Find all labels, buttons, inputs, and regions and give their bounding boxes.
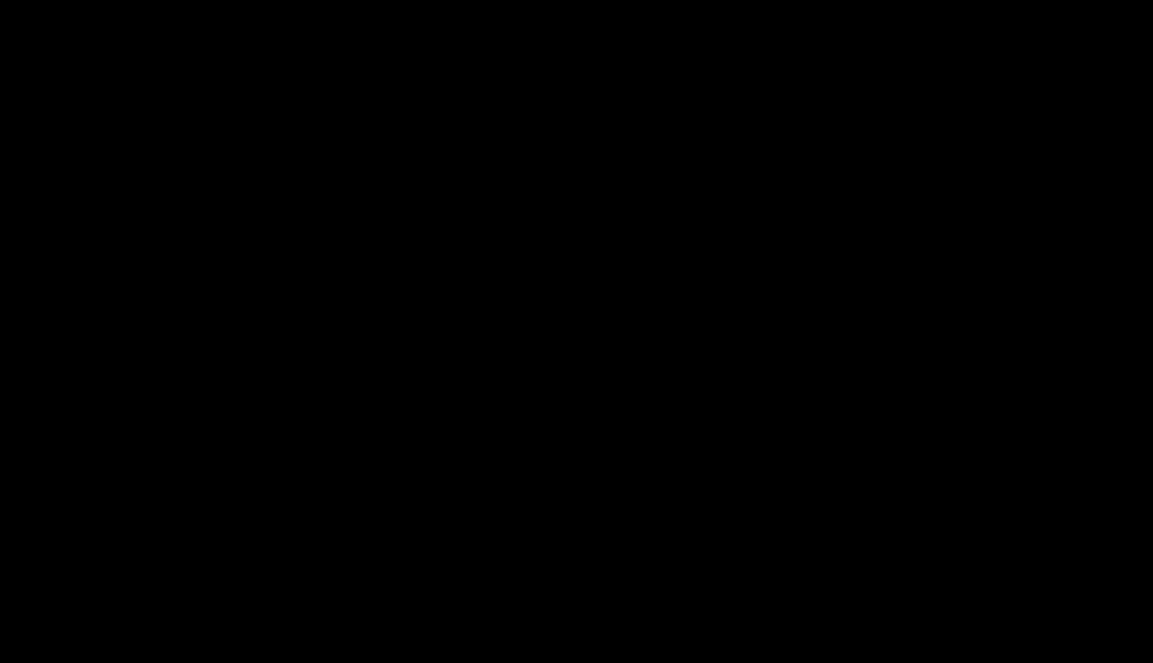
cell-phone: 15701607302 [330, 508, 560, 560]
table-row: 锦州地区 胡老师 15701035027 6月23日-28日 元都大酒店 [0, 353, 1153, 457]
column-header-place: 咨询地点 [840, 0, 1153, 44]
cell-contact: 缪老师 [200, 147, 330, 199]
column-header-time: 咨询时间 [560, 0, 840, 44]
cell-contact: 许老师 [200, 95, 330, 148]
cell-phone: 15701399305 [330, 405, 560, 457]
cell-time: 6月23日-28日 [560, 508, 840, 560]
column-header-region: 负责片区 [0, 0, 200, 44]
table-row: 许老师 17810674530 6月23日-28日 沈阳黎明国际酒店 [0, 95, 1153, 148]
cell-time: 6月23日-28日 [560, 95, 840, 148]
column-header-phone: 手机 [330, 0, 560, 44]
cell-place: 铂尔曼大酒店 [840, 559, 1153, 612]
cell-time: 6月23日-28日 [560, 456, 840, 509]
cell-region: 丹东地区 [0, 456, 200, 560]
table-row: 缪老师 15701353273 6月23日-28日 沈阳黎明国际酒店 [0, 147, 1153, 199]
cell-place: 沈阳黎明国际酒店 [840, 44, 1153, 96]
cell-place: 元都大酒店 [840, 353, 1153, 406]
cell-time: 6月23日-28日 [560, 611, 840, 663]
cell-phone: 15701035027 [330, 353, 560, 406]
cell-time: 6月23日-28日 [560, 353, 840, 406]
consultation-schedule-table-root: 负责片区 联系人 手机 咨询时间 咨询地点 沈阳地区 桑老师 15701257902… [0, 0, 1153, 509]
cell-place: 元都大酒店 [840, 405, 1153, 457]
cell-contact: 孙老师 [200, 559, 330, 612]
cell-place: 沈阳黎明国际酒店 [840, 95, 1153, 148]
cell-phone: 15701257902 [330, 44, 560, 96]
cell-contact: 石老师 [200, 456, 330, 509]
cell-time: 6月23日-28日 [560, 559, 840, 612]
table-header-row: 负责片区 联系人 手机 咨询时间 咨询地点 [0, 0, 1153, 44]
cell-time: 6月23日-28日 [560, 405, 840, 457]
cell-phone: 15701631702 [330, 250, 560, 302]
cell-region: 大连地区 [0, 198, 200, 302]
cell-place: 丹东威尼斯建国饭店 [840, 508, 1153, 560]
table-row: 黄老师 15701631702 6月23日-28日 大连瑞诗酒店 [0, 250, 1153, 302]
table-row: 大连地区 刘老师 15701317361 6月23日-28日 大连瑞诗酒店 [0, 198, 1153, 302]
table-row: 鞍山地区 孙老师 17810674252 6月23日-28日 铂尔曼大酒店 [0, 559, 1153, 663]
cell-contact: 吴老师 [200, 508, 330, 560]
cell-time: 6月23日-28日 [560, 147, 840, 199]
cell-region: 锦州地区 [0, 353, 200, 457]
cell-contact: 方老师 [200, 405, 330, 457]
cell-contact: 赵老师 [200, 611, 330, 663]
table-body: 沈阳地区 桑老师 15701257902 6月23日-28日 沈阳黎明国际酒店 许老师 17… [0, 44, 1153, 663]
cell-contact: 刘老师 [200, 198, 330, 251]
cell-place: 大连瑞诗酒店 [840, 198, 1153, 251]
cell-phone: 15701353273 [330, 147, 560, 199]
cell-time: 6月23日-28日 [560, 250, 840, 302]
cell-phone: 15701380217 [330, 301, 560, 354]
cell-contact: 黄老师 [200, 250, 330, 302]
cell-contact: 桑老师 [200, 44, 330, 96]
cell-place: 铂尔曼大酒店 [840, 611, 1153, 663]
cell-phone: 15701317361 [330, 198, 560, 251]
column-header-contact: 联系人 [200, 0, 330, 44]
table-row: 本溪地区 王老师 15701380217 6月23日-28日 本溪富虹国际饭店 [0, 301, 1153, 354]
cell-time: 6月23日-28日 [560, 198, 840, 251]
cell-place: 大连瑞诗酒店 [840, 250, 1153, 302]
cell-contact: 王老师 [200, 301, 330, 354]
cell-phone: 15701161397 [330, 611, 560, 663]
table-row: 沈阳地区 桑老师 15701257902 6月23日-28日 沈阳黎明国际酒店 [0, 44, 1153, 199]
cell-place: 丹东威尼斯建国饭店 [840, 456, 1153, 509]
cell-region: 本溪地区 [0, 301, 200, 354]
cell-time: 6月23日-28日 [560, 301, 840, 354]
cell-region: 鞍山地区 [0, 559, 200, 663]
table-header: 负责片区 联系人 手机 咨询时间 咨询地点 [0, 0, 1153, 44]
cell-contact: 胡老师 [200, 353, 330, 406]
table-row: 方老师 15701399305 6月23日-28日 元都大酒店 [0, 405, 1153, 457]
cell-phone: 17810674530 [330, 95, 560, 148]
table-row: 丹东地区 石老师 17810674961 6月23日-28日 丹东威尼斯建国饭店 [0, 456, 1153, 560]
cell-place: 沈阳黎明国际酒店 [840, 147, 1153, 199]
cell-phone: 17810674961 [330, 456, 560, 509]
cell-place: 本溪富虹国际饭店 [840, 301, 1153, 354]
cell-time: 6月23日-28日 [560, 44, 840, 96]
cell-phone: 17810674252 [330, 559, 560, 612]
cell-region: 沈阳地区 [0, 44, 200, 199]
